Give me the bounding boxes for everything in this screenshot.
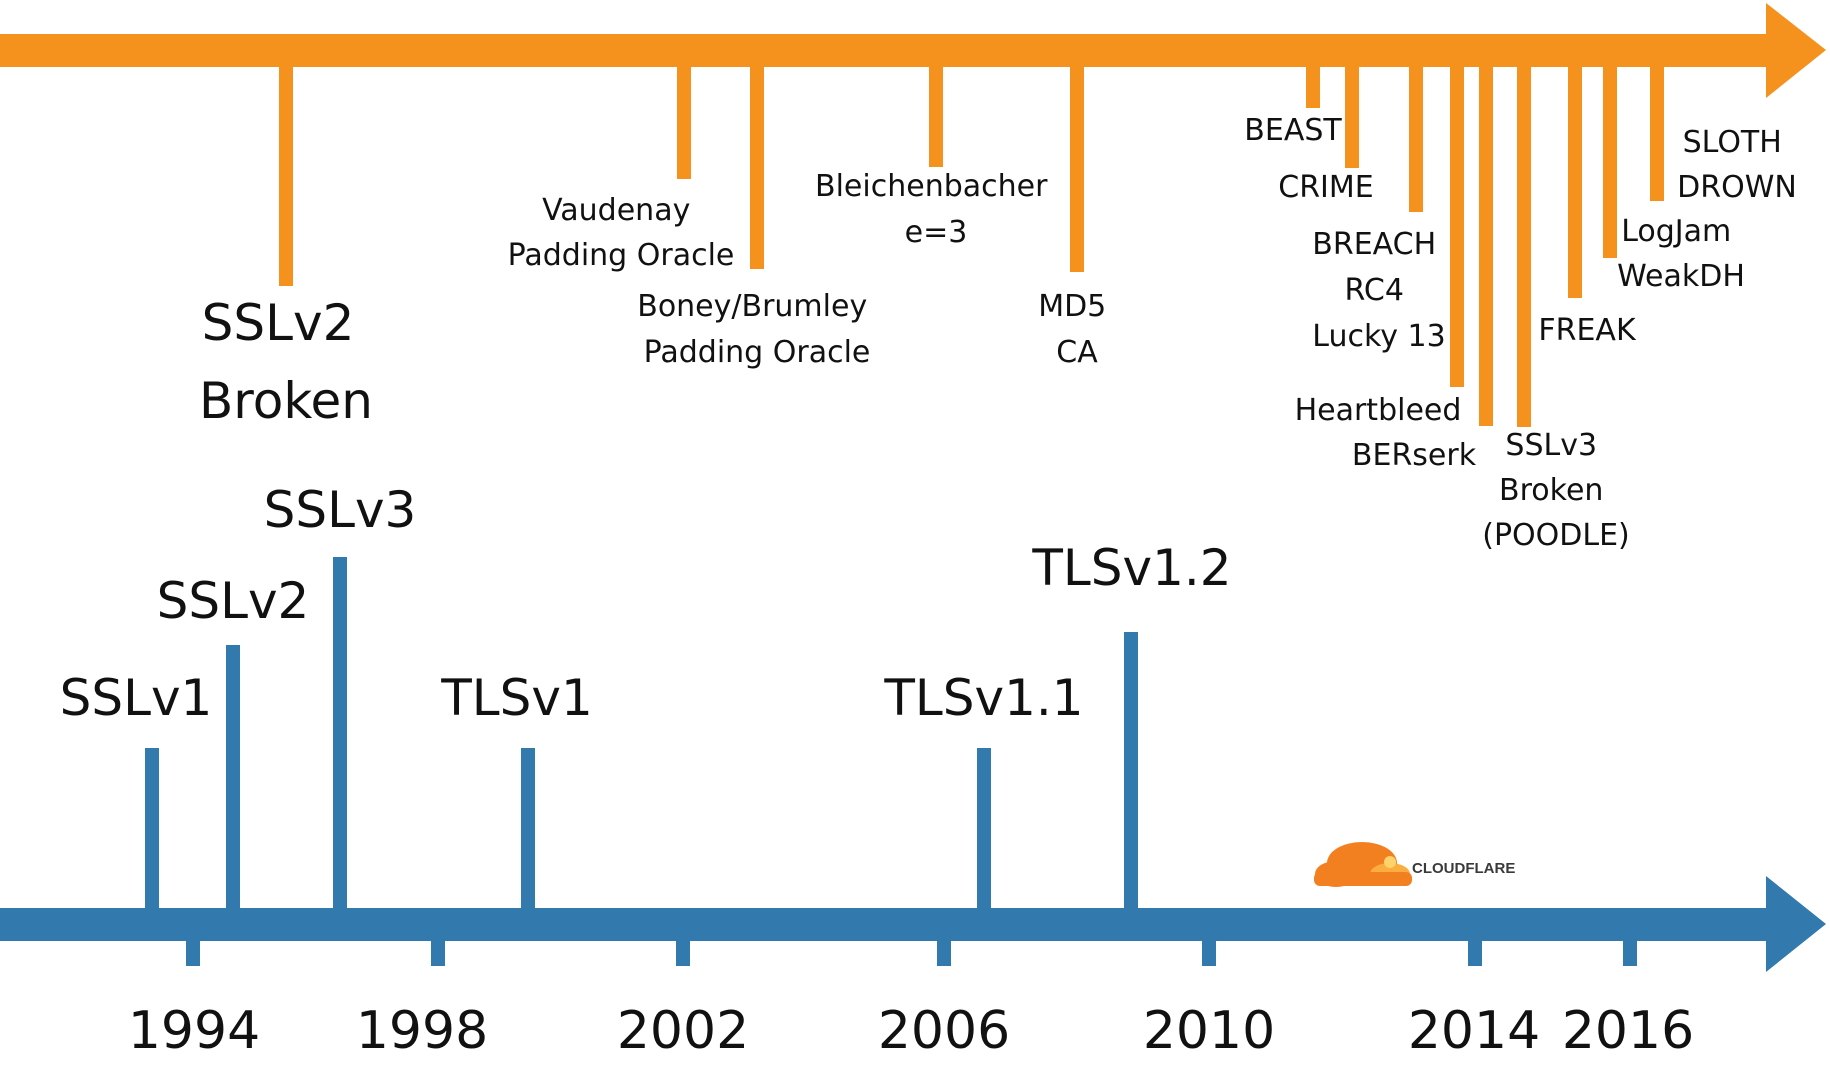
attack-label-boney-brumley-padding-oracle: Boney/Brumley Padding Oracle: [637, 289, 877, 370]
release-stem-tlsv1-2: [1124, 632, 1138, 910]
year-tick-2002: [676, 938, 690, 966]
attack-label-sloth-drown: SLOTH DROWN: [1677, 125, 1797, 205]
year-tick-1998: [431, 938, 445, 966]
attack-label-logjam-weakdh: LogJam WeakDH: [1617, 214, 1745, 294]
attack-stem-sslv3-poodle: [1517, 66, 1531, 427]
attack-stem-bleichenbacher: [929, 66, 943, 167]
attack-axis-arrowhead: [1766, 3, 1826, 98]
attack-stem-breach-rc4-lucky13: [1409, 66, 1423, 212]
release-label-tlsv1-1: TLSv1.1: [883, 669, 1083, 727]
release-timeline: SSLv1 SSLv2 SSLv3 TLSv1 TLSv1.1 TLSv1.2 …: [0, 481, 1826, 1061]
cloudflare-wordmark: CLOUDFLARE: [1412, 860, 1515, 877]
release-label-sslv1: SSLv1: [60, 669, 213, 727]
year-label-2014: 2014: [1408, 1001, 1540, 1061]
attack-stem-sslv2-broken: [279, 66, 293, 286]
attack-label-beast: BEAST: [1244, 113, 1342, 148]
release-label-sslv3: SSLv3: [264, 481, 417, 539]
release-stem-sslv3: [333, 557, 347, 910]
attack-stem-heartbleed: [1450, 66, 1464, 387]
attack-stem-logjam-weakdh: [1603, 66, 1617, 258]
attack-stem-sloth-drown: [1650, 66, 1664, 201]
year-tick-2006: [937, 938, 951, 966]
attack-label-sslv3-broken-poodle: SSLv3 Broken (POODLE): [1482, 428, 1630, 553]
year-tick-1994: [186, 938, 200, 966]
year-tick-2010: [1202, 938, 1216, 966]
release-label-tlsv1: TLSv1: [440, 669, 593, 727]
cloud-icon: [1314, 842, 1412, 887]
attack-label-vaudenay-padding-oracle: Vaudenay Padding Oracle: [508, 193, 735, 273]
release-stem-tlsv1: [521, 748, 535, 910]
attack-label-berserk: BERserk: [1352, 438, 1477, 473]
attack-label-heartbleed: Heartbleed: [1295, 393, 1462, 428]
release-axis-arrowhead: [1766, 876, 1826, 972]
year-label-2002: 2002: [617, 1001, 749, 1061]
cloudflare-logo: CLOUDFLARE: [1314, 842, 1515, 887]
year-label-1998: 1998: [356, 1001, 488, 1061]
attack-label-freak: FREAK: [1538, 313, 1637, 348]
attack-stem-beast: [1306, 66, 1320, 108]
year-label-2016: 2016: [1562, 1001, 1694, 1061]
attack-label-md5-ca: MD5 CA: [1038, 289, 1116, 370]
attack-stem-berserk: [1479, 66, 1493, 426]
attack-stem-crime: [1345, 66, 1359, 168]
attack-axis-bar: [0, 34, 1770, 67]
year-label-2006: 2006: [878, 1001, 1010, 1061]
release-label-sslv2: SSLv2: [157, 572, 310, 630]
attack-stem-boney-brumley: [750, 66, 764, 269]
attack-label-crime: CRIME: [1278, 170, 1373, 205]
release-stem-tlsv1-1: [977, 748, 991, 910]
attack-stem-vaudenay: [677, 66, 691, 179]
attack-label-sslv2-broken: SSLv2 Broken: [199, 294, 373, 430]
attack-stem-md5-ca: [1070, 66, 1084, 272]
attack-stem-freak: [1568, 66, 1582, 298]
year-tick-2016: [1623, 938, 1637, 966]
year-tick-2014: [1468, 938, 1482, 966]
release-label-tlsv1-2: TLSv1.2: [1031, 539, 1231, 597]
year-label-2010: 2010: [1143, 1001, 1275, 1061]
year-label-1994: 1994: [128, 1001, 260, 1061]
attack-label-breach-rc4-lucky13: BREACH RC4 Lucky 13: [1312, 227, 1445, 354]
release-stem-sslv1: [145, 748, 159, 910]
attack-timeline: SSLv2 Broken Vaudenay Padding Oracle Bon…: [0, 3, 1826, 553]
attack-label-bleichenbacher-e3: Bleichenbacher e=3: [815, 169, 1057, 250]
release-axis-bar: [0, 908, 1770, 941]
release-stem-sslv2: [226, 645, 240, 910]
